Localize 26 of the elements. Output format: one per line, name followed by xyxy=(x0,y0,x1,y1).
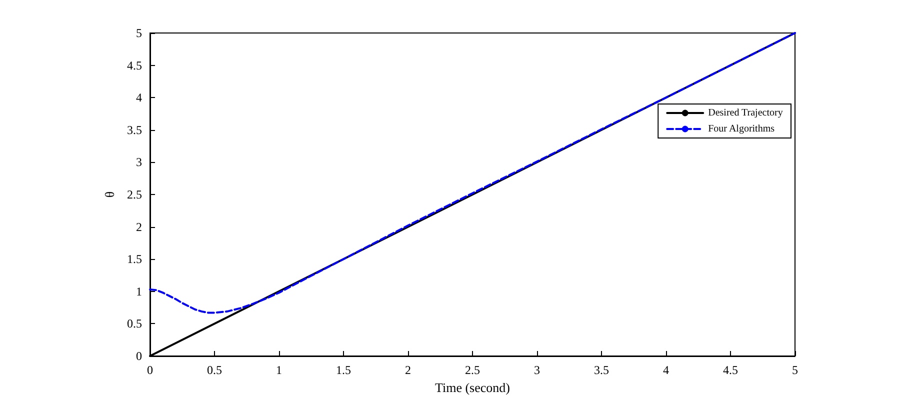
y-tick-label: 4.5 xyxy=(127,58,142,72)
y-tick-label: 3 xyxy=(136,155,142,170)
y-tick-label: 4 xyxy=(136,90,142,105)
y-tick-label: 2 xyxy=(136,220,142,234)
y-axis-title: θ xyxy=(102,191,118,198)
x-tick-label: 2 xyxy=(405,363,411,377)
x-tick-label: 1.5 xyxy=(336,363,351,377)
x-tick-label: 4 xyxy=(663,363,669,377)
y-tick-label: 3.5 xyxy=(127,122,142,137)
y-tick-label: 0 xyxy=(136,349,142,363)
x-tick-label: 5 xyxy=(792,363,798,377)
x-tick-label: 1 xyxy=(276,363,282,377)
y-tick-label: 5 xyxy=(136,26,142,40)
x-tick-label: 3 xyxy=(534,363,540,377)
x-tick-label: 0.5 xyxy=(207,363,222,377)
y-tick-label: 1.5 xyxy=(127,252,142,266)
x-tick-label: 0 xyxy=(147,363,153,377)
y-tick-label: 1 xyxy=(136,284,142,298)
legend-label: Four Algorithms xyxy=(708,124,775,134)
x-tick-label: 2.5 xyxy=(465,363,480,377)
y-tick-label: 2.5 xyxy=(127,188,142,202)
legend-label: Desired Trajectory xyxy=(708,108,783,118)
y-tick-label: 0.5 xyxy=(127,316,142,331)
x-tick-label: 4.5 xyxy=(723,363,738,377)
x-axis-title: Time (second) xyxy=(435,380,510,395)
x-tick-label: 3.5 xyxy=(594,363,609,377)
